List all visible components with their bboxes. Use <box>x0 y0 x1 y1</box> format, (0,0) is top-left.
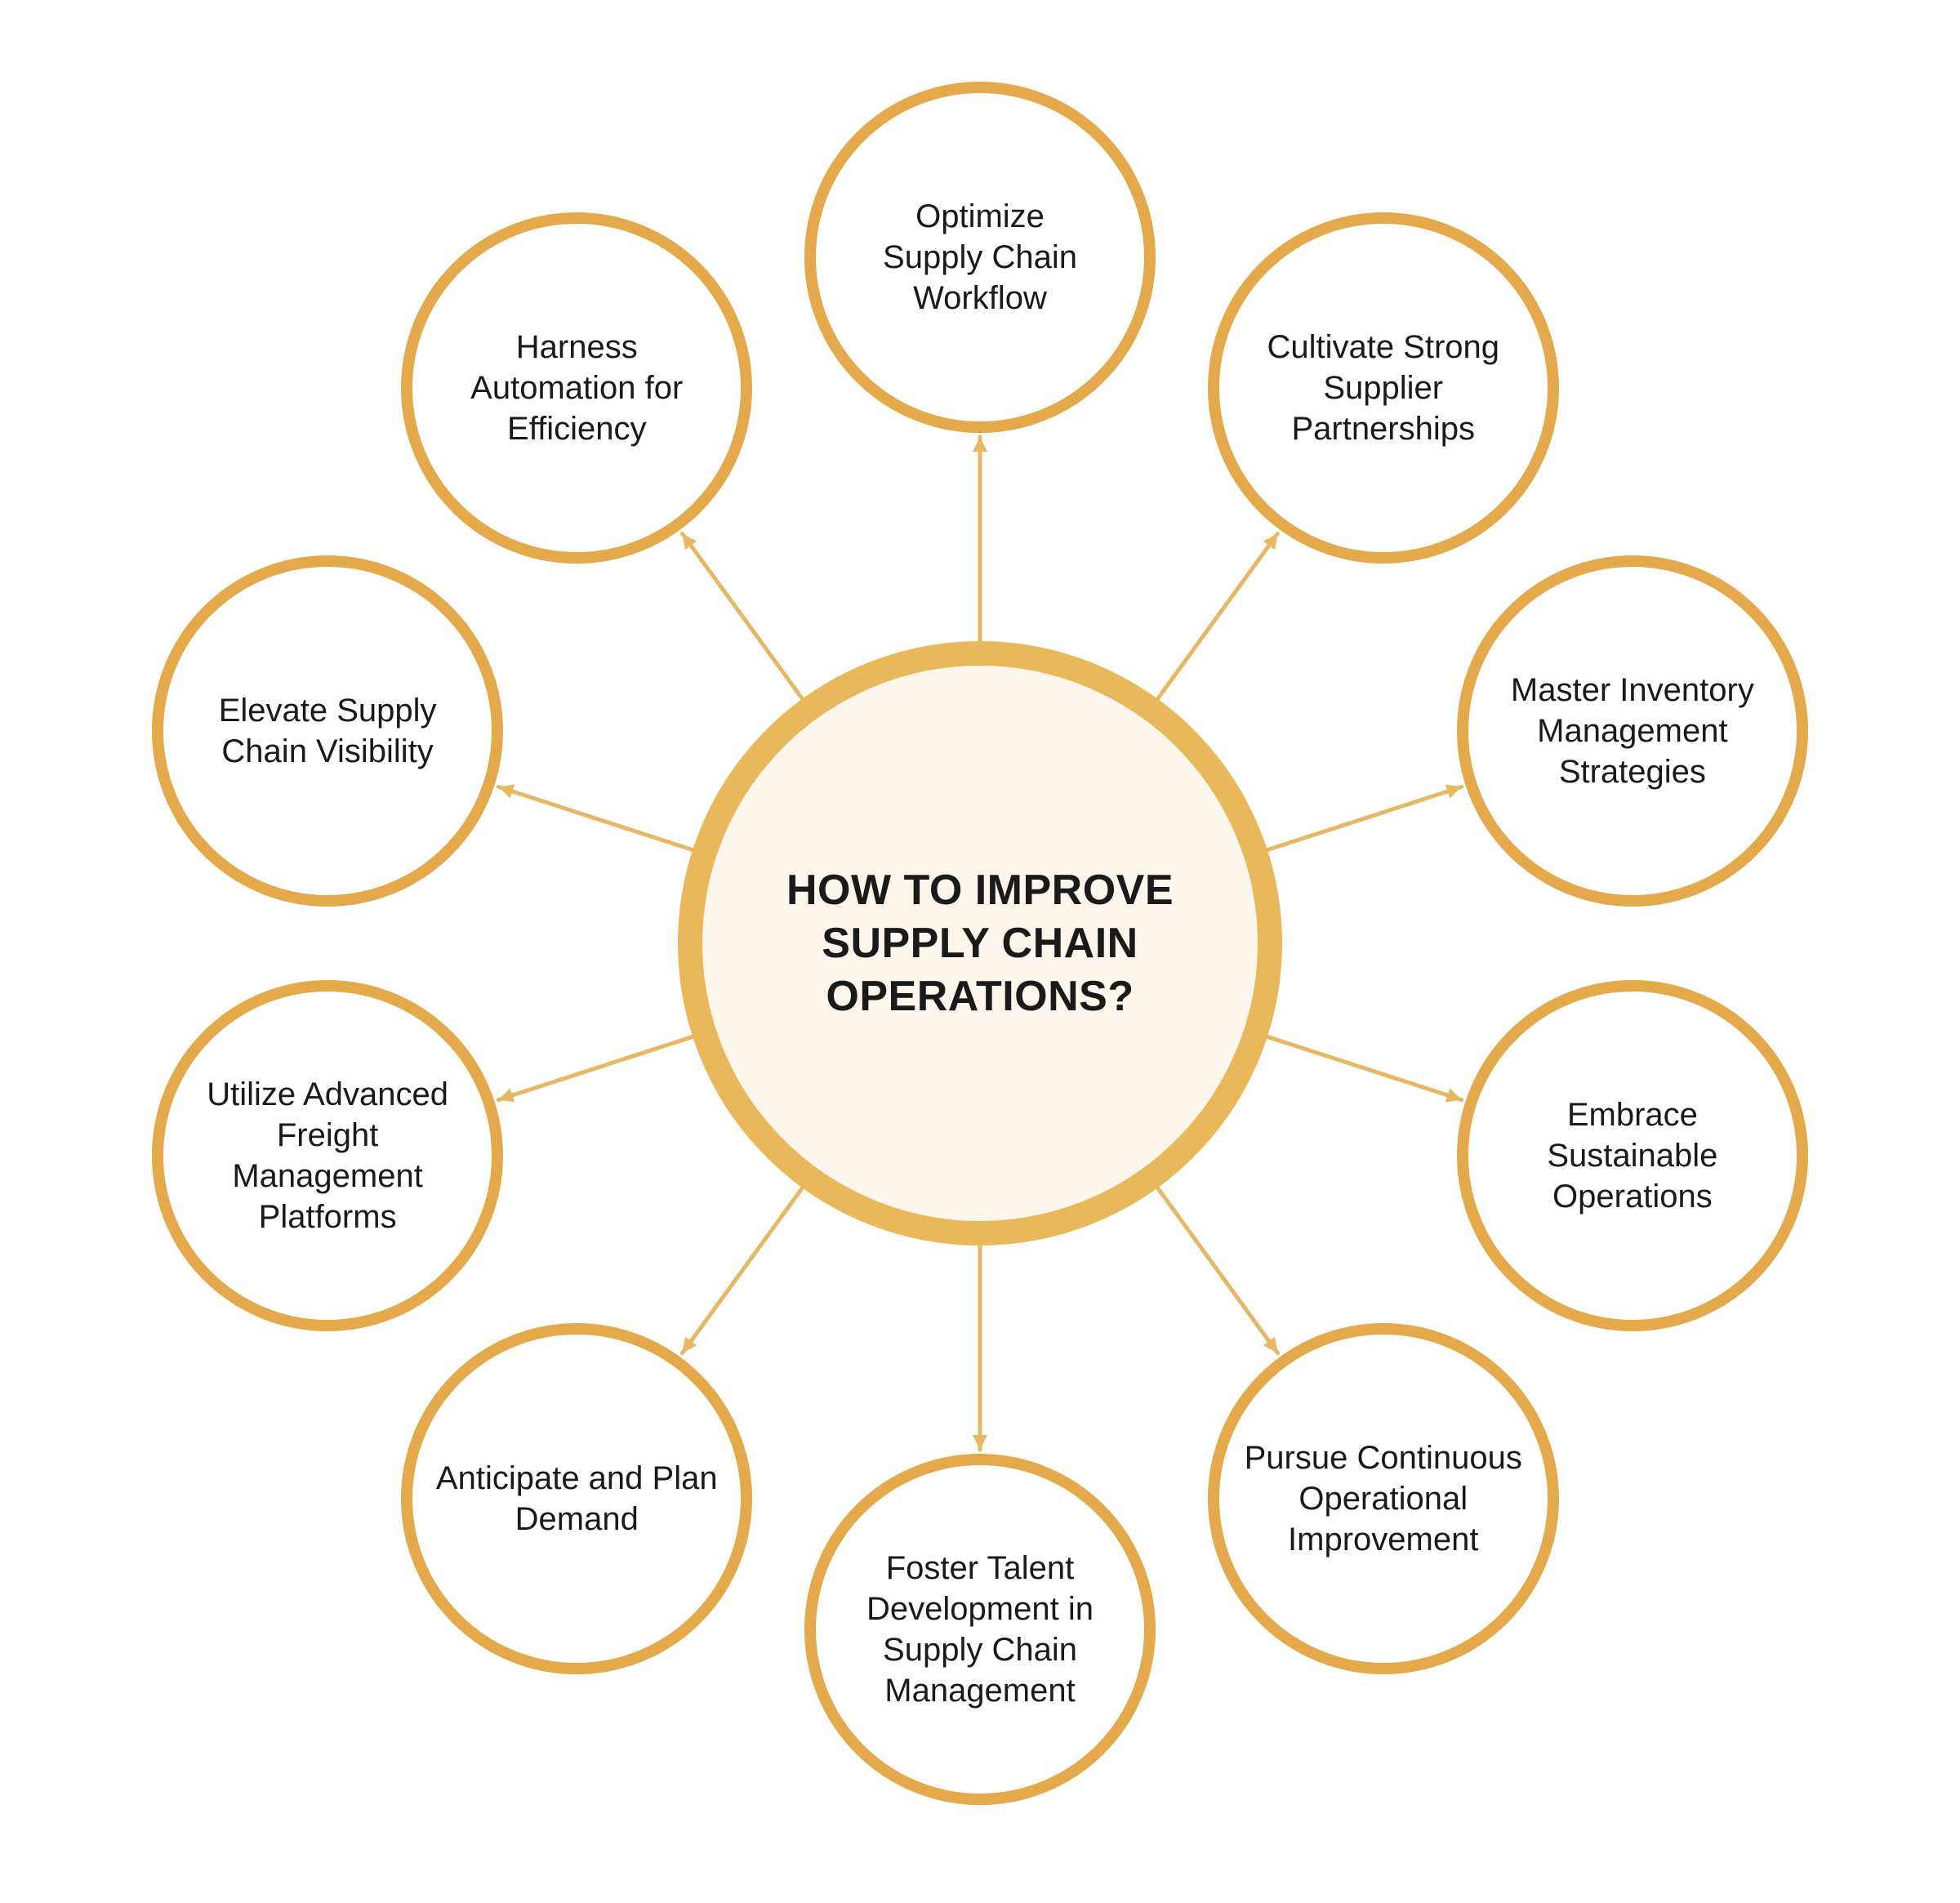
outer-node: Cultivate Strong Supplier Partnerships <box>1208 212 1559 564</box>
outer-node: Embrace Sustainable Operations <box>1457 980 1808 1331</box>
radial-diagram: HOW TO IMPROVE SUPPLY CHAIN OPERATIONS? … <box>0 0 1960 1903</box>
outer-node-label: Optimize Supply Chain Workflow <box>868 196 1092 319</box>
outer-node-label: Anticipate and Plan Demand <box>421 1458 733 1540</box>
outer-node-label: Pursue Continuous Operational Improvemen… <box>1230 1437 1537 1560</box>
connector-arrow <box>1267 1036 1462 1099</box>
center-node: HOW TO IMPROVE SUPPLY CHAIN OPERATIONS? <box>678 641 1282 1246</box>
center-label: HOW TO IMPROVE SUPPLY CHAIN OPERATIONS? <box>786 864 1174 1023</box>
outer-node-label: Foster Talent Development in Supply Chai… <box>852 1548 1108 1711</box>
connector-arrow <box>498 787 693 849</box>
outer-node: Elevate Supply Chain Visibility <box>152 555 503 907</box>
outer-node: Foster Talent Development in Supply Chai… <box>804 1454 1156 1805</box>
outer-node-label: Master Inventory Management Strategies <box>1496 670 1769 792</box>
connector-arrow <box>683 533 803 698</box>
outer-node: Harness Automation for Efficiency <box>401 212 752 564</box>
outer-node: Optimize Supply Chain Workflow <box>804 82 1156 433</box>
outer-node-label: Embrace Sustainable Operations <box>1532 1094 1732 1217</box>
outer-node: Master Inventory Management Strategies <box>1457 555 1808 907</box>
connector-arrow <box>683 1188 803 1353</box>
outer-node: Pursue Continuous Operational Improvemen… <box>1208 1323 1559 1674</box>
outer-node-label: Utilize Advanced Freight Management Plat… <box>163 1074 492 1237</box>
connector-arrow <box>1157 1188 1277 1353</box>
outer-node-label: Harness Automation for Efficiency <box>456 327 697 449</box>
outer-node: Anticipate and Plan Demand <box>401 1323 752 1674</box>
outer-node: Utilize Advanced Freight Management Plat… <box>152 980 503 1331</box>
outer-node-label: Elevate Supply Chain Visibility <box>204 690 452 772</box>
connector-arrow <box>498 1036 693 1099</box>
connector-arrow <box>1157 533 1277 698</box>
connector-arrow <box>1267 787 1462 849</box>
outer-node-label: Cultivate Strong Supplier Partnerships <box>1252 327 1514 449</box>
